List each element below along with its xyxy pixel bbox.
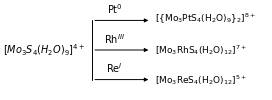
Text: Re$^I$: Re$^I$	[106, 61, 123, 75]
Text: Pt$^0$: Pt$^0$	[107, 3, 123, 16]
Text: [{Mo$_3$PtS$_4$(H$_2$O)$_9$}$_2$]$^{8+}$: [{Mo$_3$PtS$_4$(H$_2$O)$_9$}$_2$]$^{8+}$	[155, 11, 256, 26]
Text: [Mo$_3$RhS$_4$(H$_2$O)$_{12}$]$^{7+}$: [Mo$_3$RhS$_4$(H$_2$O)$_{12}$]$^{7+}$	[155, 43, 247, 57]
Text: $[Mo_3S_4(H_2O)_9]^{4+}$: $[Mo_3S_4(H_2O)_9]^{4+}$	[3, 42, 85, 58]
Text: [Mo$_3$ReS$_4$(H$_2$O)$_{12}$]$^{5+}$: [Mo$_3$ReS$_4$(H$_2$O)$_{12}$]$^{5+}$	[155, 73, 247, 86]
Text: Rh$^{III}$: Rh$^{III}$	[104, 32, 125, 46]
